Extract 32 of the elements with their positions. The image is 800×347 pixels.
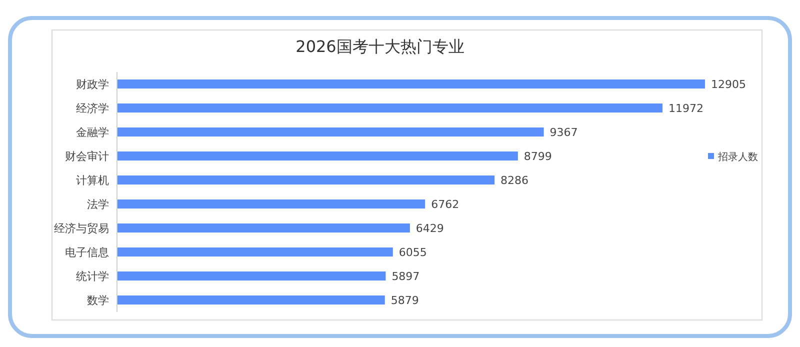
bar	[117, 152, 518, 160]
y-tick-label: 计算机	[76, 174, 109, 187]
chart-title: 2026国考十大热门专业	[296, 37, 464, 56]
data-label: 6055	[398, 246, 427, 259]
data-label: 6429	[416, 222, 444, 235]
y-tick-label: 法学	[87, 198, 109, 211]
bar	[117, 224, 410, 232]
y-tick-label: 金融学	[76, 126, 109, 139]
y-tick-label: 财政学	[76, 78, 109, 91]
bar	[117, 248, 393, 256]
bar	[117, 176, 495, 184]
bar	[117, 296, 385, 304]
y-tick-label: 电子信息	[65, 246, 109, 259]
data-label: 12905	[711, 78, 746, 91]
bar	[117, 104, 662, 112]
y-tick-label: 统计学	[76, 270, 109, 283]
data-label: 8286	[500, 174, 529, 187]
bar	[117, 200, 426, 208]
y-tick-label: 经济学	[76, 102, 109, 115]
data-label: 11972	[668, 102, 704, 115]
y-tick-label: 财会审计	[65, 150, 109, 163]
legend-label: 招录人数	[717, 151, 758, 163]
data-label: 5879	[390, 294, 419, 307]
y-tick-label: 经济与贸易	[54, 222, 109, 235]
data-label: 6762	[431, 198, 460, 211]
data-label: 5897	[392, 270, 420, 283]
bar	[117, 80, 705, 88]
data-label: 8799	[524, 150, 552, 163]
bar	[117, 128, 544, 136]
bar	[117, 272, 386, 280]
y-tick-label: 数学	[87, 294, 109, 307]
data-label: 9367	[550, 126, 578, 139]
